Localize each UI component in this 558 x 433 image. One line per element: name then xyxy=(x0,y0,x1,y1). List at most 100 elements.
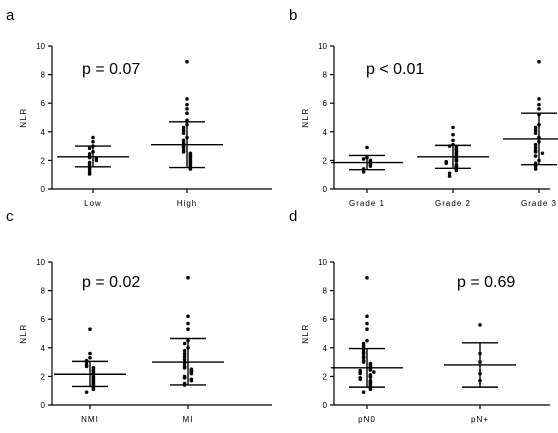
data-point xyxy=(540,151,545,156)
data-point xyxy=(185,59,189,64)
data-point xyxy=(533,145,538,150)
y-tick-label: 0 xyxy=(323,401,328,410)
y-axis-label: NLR xyxy=(301,323,310,344)
data-point xyxy=(365,338,369,343)
y-tick-label: 0 xyxy=(41,401,46,410)
panel-letter: d xyxy=(289,208,297,225)
data-point xyxy=(537,59,541,64)
group-high: High xyxy=(151,59,223,208)
y-axis-label: NLR xyxy=(301,107,310,128)
data-point xyxy=(87,146,92,151)
x-tick-label: NMI xyxy=(81,415,99,424)
data-point xyxy=(358,371,363,376)
data-point xyxy=(365,145,369,150)
data-point xyxy=(533,131,538,136)
data-point xyxy=(537,107,541,111)
data-point xyxy=(185,107,189,111)
data-point xyxy=(447,171,452,176)
data-point xyxy=(186,327,190,332)
panel-letter: b xyxy=(289,7,297,24)
y-tick-label: 8 xyxy=(41,71,46,80)
p-value-annotation: p < 0.01 xyxy=(366,61,424,78)
group-nmi: NMI xyxy=(54,327,126,424)
group-grade-3: Grade 3 xyxy=(503,59,558,208)
p-value-annotation: p = 0.69 xyxy=(457,274,515,291)
data-point xyxy=(181,128,186,133)
y-tick-label: 2 xyxy=(41,372,46,381)
data-point xyxy=(185,102,189,107)
data-point xyxy=(182,348,187,353)
p-value-annotation: p = 0.07 xyxy=(82,61,140,78)
y-tick-label: 10 xyxy=(318,42,327,51)
data-point xyxy=(186,321,190,326)
data-point xyxy=(84,390,89,394)
y-tick-label: 10 xyxy=(318,258,327,267)
data-point xyxy=(182,366,187,370)
y-tick-label: 4 xyxy=(41,344,46,353)
x-tick-label: Low xyxy=(84,199,102,208)
x-tick-label: Grade 1 xyxy=(349,199,385,208)
data-point xyxy=(533,125,538,130)
data-point xyxy=(189,378,194,383)
y-tick-label: 6 xyxy=(41,99,46,108)
data-point xyxy=(361,170,366,174)
data-point xyxy=(361,390,366,394)
panel-letter: a xyxy=(6,7,15,24)
data-point xyxy=(368,387,373,392)
data-point xyxy=(451,138,455,143)
p-value-annotation: p = 0.02 xyxy=(82,274,140,291)
y-tick-label: 10 xyxy=(36,42,45,51)
group-pn-: pN+ xyxy=(444,323,516,424)
data-point xyxy=(361,356,366,360)
data-point xyxy=(533,142,538,147)
group-pn0: pN0 xyxy=(331,275,403,424)
x-tick-label: pN+ xyxy=(471,415,489,424)
data-point xyxy=(88,327,92,332)
panel-b: b 0 2 4 6 8 10 NLR p < 0.01 Grade 1 Grade 2 Grade 3 xyxy=(289,7,558,208)
x-tick-label: pN0 xyxy=(358,415,376,424)
data-point xyxy=(454,159,459,163)
data-point xyxy=(88,356,92,360)
y-tick-label: 8 xyxy=(41,287,46,296)
y-tick-label: 2 xyxy=(323,372,328,381)
group-grade-2: Grade 2 xyxy=(417,125,489,208)
data-point xyxy=(368,368,373,372)
data-point xyxy=(186,314,190,319)
data-point xyxy=(361,157,366,161)
data-point xyxy=(361,360,366,364)
data-point xyxy=(186,275,190,280)
data-point xyxy=(361,344,366,349)
data-point xyxy=(182,376,187,380)
group-grade-1: Grade 1 xyxy=(331,145,403,208)
y-axis-label: NLR xyxy=(19,107,28,128)
data-point xyxy=(185,97,189,101)
data-point xyxy=(447,174,452,178)
y-tick-label: 2 xyxy=(41,156,46,165)
data-point xyxy=(533,150,538,154)
data-point xyxy=(372,370,376,374)
data-point xyxy=(91,135,95,140)
data-point xyxy=(182,354,187,359)
y-tick-label: 10 xyxy=(36,258,45,267)
data-point xyxy=(454,168,459,173)
panel-c: c 0 2 4 6 8 10 NLR p = 0.02 NMI MI xyxy=(6,208,272,424)
data-point xyxy=(533,154,538,158)
data-point xyxy=(365,321,369,326)
data-point xyxy=(181,125,186,130)
x-tick-label: Grade 2 xyxy=(435,199,471,208)
data-point xyxy=(537,102,541,107)
data-point xyxy=(361,341,366,346)
y-tick-label: 0 xyxy=(323,185,328,194)
panel-d: d 0 2 4 6 8 10 NLR p = 0.69 pN0 pN+ xyxy=(289,208,550,424)
data-point xyxy=(182,351,187,356)
data-point xyxy=(365,327,369,332)
data-point xyxy=(533,128,538,133)
y-tick-label: 2 xyxy=(323,156,328,165)
data-point xyxy=(181,138,186,143)
y-tick-label: 4 xyxy=(323,344,328,353)
data-point xyxy=(444,161,449,166)
group-low: Low xyxy=(57,135,129,208)
x-tick-label: MI xyxy=(183,415,194,424)
y-tick-label: 6 xyxy=(323,99,328,108)
